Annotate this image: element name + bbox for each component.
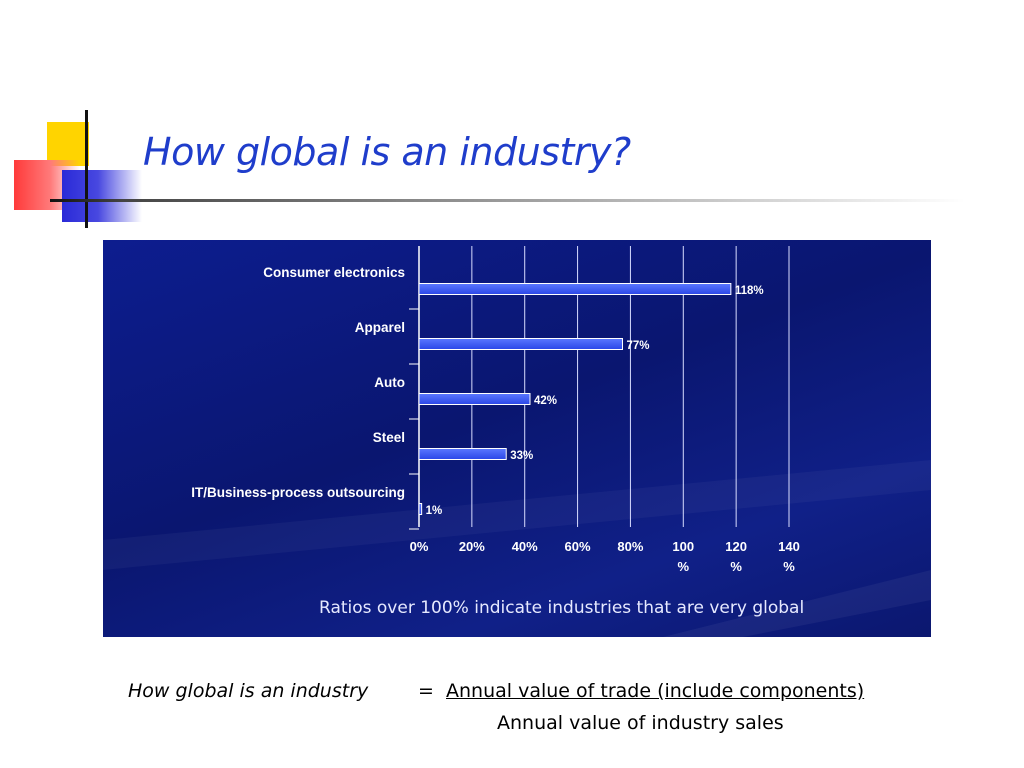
category-label: Steel	[373, 430, 405, 445]
data-label: 77%	[627, 340, 650, 352]
bar	[418, 283, 732, 295]
x-tick-label: 20%	[459, 539, 485, 554]
panel-sheen	[663, 570, 931, 637]
category-label: Auto	[374, 375, 405, 390]
x-tick-label: %	[678, 559, 690, 574]
x-tick-label: 40%	[512, 539, 538, 554]
x-tick-label: 120	[725, 539, 747, 554]
decor-vertical-rule	[85, 110, 88, 228]
bar	[418, 393, 531, 405]
bar	[418, 338, 623, 350]
data-label: 33%	[510, 450, 533, 462]
x-tick-label: 100	[672, 539, 694, 554]
formula-equals: =	[418, 680, 434, 702]
slide-title: How global is an industry?	[143, 130, 631, 174]
data-label: 42%	[534, 395, 557, 407]
x-tick-label: 0%	[410, 539, 429, 554]
formula: How global is an industry = Annual value…	[0, 680, 1024, 740]
chart-annotation: Ratios over 100% indicate industries tha…	[319, 598, 804, 618]
category-label: Apparel	[355, 320, 405, 335]
formula-denominator: Annual value of industry sales	[497, 712, 784, 734]
x-tick-label: 60%	[565, 539, 591, 554]
decor-yellow-square	[47, 122, 89, 166]
decor-horizontal-rule	[50, 199, 965, 202]
x-tick-label: 80%	[617, 539, 643, 554]
decor-blue-square	[62, 170, 142, 222]
data-label: 1%	[426, 505, 443, 517]
data-label: 118%	[735, 285, 764, 297]
category-label: Consumer electronics	[263, 265, 405, 280]
bar	[418, 448, 507, 460]
chart-panel: 0% 20% 40% 60% 80% 100% 120% 140% Consumer elect…	[103, 240, 931, 637]
formula-numerator: Annual value of trade (include component…	[446, 680, 865, 702]
category-label: IT/Business-process outsourcing	[191, 485, 405, 500]
panel-sheen	[103, 460, 931, 570]
x-tick-label: %	[783, 559, 795, 574]
x-tick-label: %	[730, 559, 742, 574]
bar	[418, 503, 423, 515]
formula-lhs: How global is an industry	[128, 680, 369, 702]
x-tick-label: 140	[778, 539, 800, 554]
bar-chart: 0% 20% 40% 60% 80% 100% 120% 140% Consumer elect…	[103, 246, 931, 637]
